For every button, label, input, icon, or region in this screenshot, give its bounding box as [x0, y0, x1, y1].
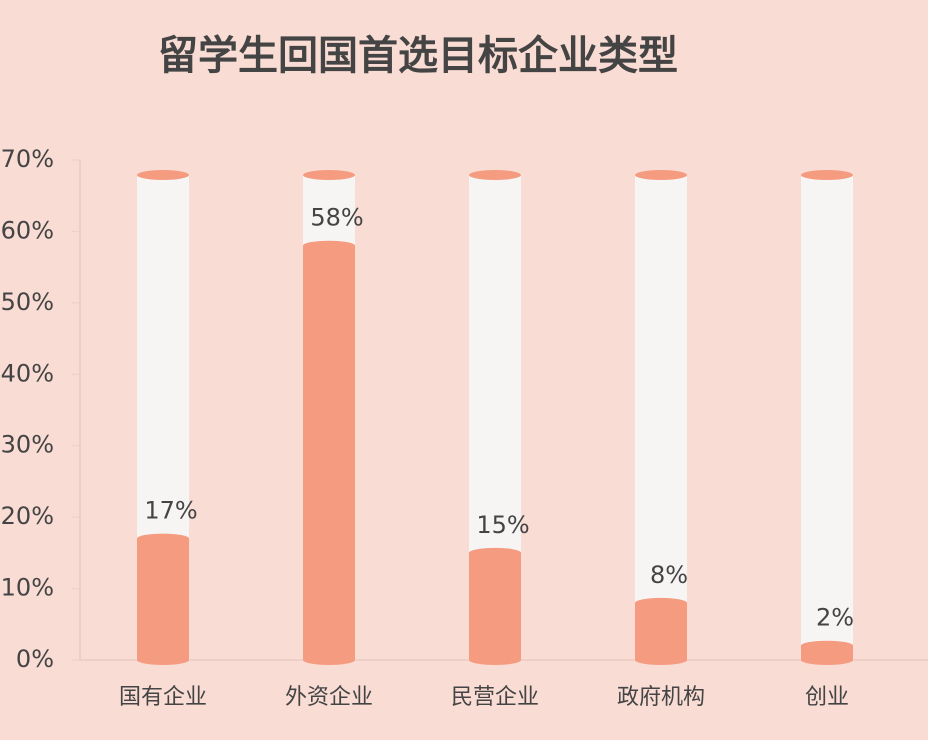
- bar-track-cap: [635, 170, 687, 180]
- bar-track-cap: [801, 170, 853, 180]
- x-tick-label: 民营企业: [451, 685, 539, 710]
- bar-track-cap: [137, 170, 189, 180]
- chart-title: 留学生回国首选目标企业类型: [158, 33, 678, 79]
- y-tick-label: 30%: [1, 431, 54, 459]
- bar-track: [635, 175, 687, 660]
- bar: [635, 597, 687, 665]
- bar: [469, 547, 521, 665]
- bar-track-cap: [303, 170, 355, 180]
- x-tick-label: 国有企业: [119, 685, 207, 710]
- y-tick-label: 0%: [16, 645, 54, 673]
- bar: [303, 240, 355, 665]
- bar: [137, 533, 189, 665]
- y-tick-label: 60%: [1, 216, 54, 244]
- x-tick-label: 创业: [805, 685, 849, 710]
- value-label: 17%: [144, 497, 197, 525]
- value-label: 2%: [816, 604, 854, 632]
- value-label: 15%: [476, 511, 529, 539]
- bar: [801, 640, 853, 665]
- x-tick-label: 外资企业: [285, 685, 373, 710]
- y-tick-label: 50%: [1, 288, 54, 316]
- bar-track-cap: [469, 170, 521, 180]
- x-tick-label: 政府机构: [617, 685, 705, 710]
- y-tick-label: 10%: [1, 574, 54, 602]
- value-label: 58%: [310, 204, 363, 232]
- y-tick-label: 40%: [1, 359, 54, 387]
- value-label: 8%: [650, 561, 688, 589]
- y-tick-label: 20%: [1, 502, 54, 530]
- y-tick-label: 70%: [1, 145, 54, 173]
- bar-track: [801, 175, 853, 660]
